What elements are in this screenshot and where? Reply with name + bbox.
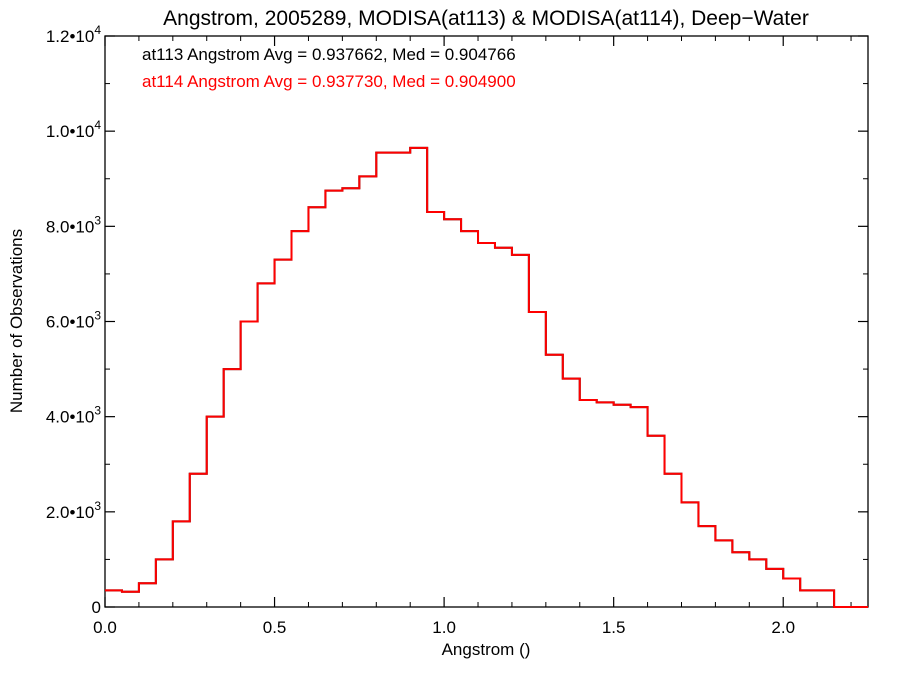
x-tick-label: 1.5	[602, 618, 626, 637]
axis-ticks	[104, 35, 868, 608]
y-tick-label: 2.0•103	[46, 499, 102, 522]
series-line-at114	[105, 146, 868, 608]
y-tick-label: 0	[92, 598, 101, 617]
series-line-at113	[105, 146, 868, 608]
y-axis-label: Number of Observations	[7, 229, 26, 413]
x-tick-label: 1.0	[432, 618, 456, 637]
annotation-1: at113 Angstrom Avg = 0.937662, Med = 0.9…	[142, 45, 516, 64]
y-tick-label: 4.0•103	[46, 404, 102, 427]
y-tick-label: 1.2•104	[46, 23, 102, 46]
series-layer	[105, 146, 868, 608]
y-tick-label: 1.0•104	[46, 118, 102, 141]
y-tick-labels: 0 2.0•103 4.0•103 6.0•103 8.0•103 1.0•104 1.2•…	[46, 23, 102, 617]
chart-title: Angstrom, 2005289, MODISA(at113) & MODIS…	[163, 7, 809, 30]
x-tick-labels: 0.0 0.5 1.0 1.5 2.0	[93, 618, 795, 637]
y-tick-label: 8.0•103	[46, 213, 102, 236]
x-tick-label: 2.0	[771, 618, 795, 637]
plot-frame	[104, 35, 869, 608]
annotation-2: at114 Angstrom Avg = 0.937730, Med = 0.9…	[142, 72, 516, 91]
y-tick-label: 6.0•103	[46, 309, 102, 332]
x-tick-label: 0.0	[93, 618, 117, 637]
stats-annotations: at113 Angstrom Avg = 0.937662, Med = 0.9…	[142, 45, 516, 91]
x-axis-label: Angstrom ()	[442, 640, 531, 659]
x-tick-label: 0.5	[263, 618, 287, 637]
